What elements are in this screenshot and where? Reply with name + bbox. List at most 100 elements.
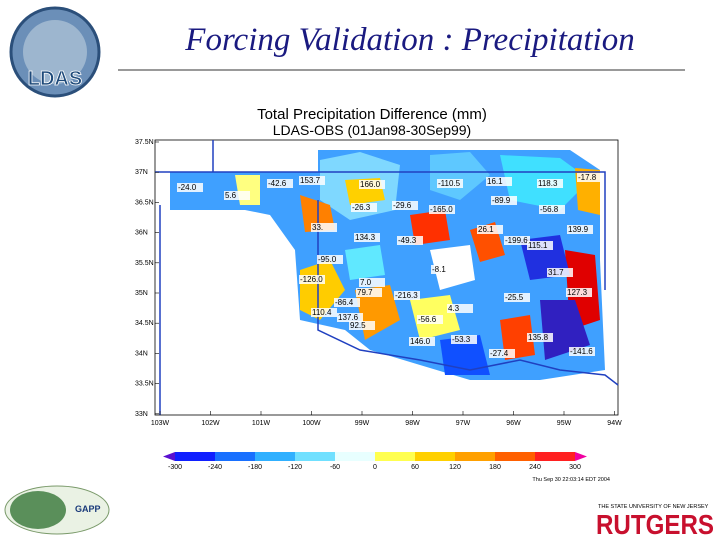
station-value: 166.0 (360, 180, 381, 189)
station-value: -56.8 (540, 205, 559, 214)
station-box (409, 337, 435, 346)
station-box (311, 223, 337, 232)
station-value: 146.0 (410, 337, 431, 346)
station-value: -199.6 (505, 236, 528, 245)
station-value: 137.6 (338, 313, 359, 322)
colorbar-end (575, 452, 587, 461)
lat-tick-label: 36.5N (135, 199, 154, 206)
station-box (527, 333, 553, 342)
station-value: 16.1 (487, 177, 503, 186)
station-value: 4.3 (448, 304, 460, 313)
lat-tick-label: 35N (135, 290, 148, 297)
station-value: 5.6 (225, 191, 237, 200)
station-box (394, 291, 420, 300)
station-value: 110.4 (312, 308, 332, 317)
station-value: 33. (312, 223, 323, 232)
station-box (354, 233, 380, 242)
station-box (359, 278, 385, 287)
station-box (539, 205, 565, 214)
station-box (349, 321, 375, 330)
station-box (417, 315, 443, 324)
colorbar-label: -300 (168, 464, 182, 471)
colorbar-label: 180 (489, 464, 501, 471)
colorbar-label: 240 (529, 464, 541, 471)
lon-tick-label: 99W (355, 420, 370, 427)
station-value: -26.3 (352, 203, 371, 212)
station-box (431, 265, 457, 274)
station-box (504, 236, 530, 245)
lat-tick-label: 37N (135, 169, 148, 176)
colorbar-cell (375, 452, 415, 461)
station-box (451, 335, 477, 344)
station-box (311, 308, 337, 317)
station-value: 134.3 (355, 233, 376, 242)
colorbar-cell (215, 452, 255, 461)
colorbar-cell (455, 452, 495, 461)
colorbar-label: -120 (288, 464, 302, 471)
station-box (577, 173, 603, 182)
station-box (267, 179, 293, 188)
station-value: -27.4 (490, 349, 509, 358)
ldas-logo: LDAS (9, 6, 101, 98)
station-box (337, 313, 363, 322)
station-box (567, 225, 593, 234)
lon-tick-label: 101W (252, 420, 271, 427)
colorbar-cell (495, 452, 535, 461)
station-box (477, 225, 503, 234)
colorbar-label: 60 (411, 464, 419, 471)
colorbar-end (163, 452, 175, 461)
colorbar-label: -240 (208, 464, 222, 471)
station-value: -17.8 (578, 173, 597, 182)
station-value: 7.0 (360, 278, 372, 287)
station-box (224, 191, 250, 200)
station-value: 79.7 (357, 288, 373, 297)
station-value: -89.9 (492, 196, 511, 205)
station-value: -141.6 (570, 347, 593, 356)
colorbar-label: -180 (248, 464, 262, 471)
station-box (569, 347, 595, 356)
station-value: 118.3 (538, 179, 558, 188)
colorbar-cell (335, 452, 375, 461)
colorbar-label: 300 (569, 464, 581, 471)
station-box (351, 203, 377, 212)
station-box (177, 183, 203, 192)
station-box (334, 298, 360, 307)
station-value: -165.0 (430, 205, 453, 214)
lon-tick-label: 100W (302, 420, 321, 427)
gapp-text: GAPP (75, 504, 101, 514)
colorbar-label: 120 (449, 464, 461, 471)
rutgers-logo: THE STATE UNIVERSITY OF NEW JERSEY RUTGE… (596, 504, 714, 540)
station-value: -126.0 (300, 275, 323, 284)
colorbar-label: 0 (373, 464, 377, 471)
station-box (547, 268, 573, 277)
station-value: -110.5 (438, 179, 461, 188)
station-value: -216.3 (395, 291, 418, 300)
station-box (429, 205, 455, 214)
colorbar-cell (175, 452, 215, 461)
lat-tick-label: 34N (135, 350, 148, 357)
lon-tick-label: 94W (607, 420, 622, 427)
colorbar: -300 -240 -180 -120 -60 0 60 120 180 240 300 (163, 452, 587, 471)
rutgers-name: RUTGERS (596, 509, 714, 540)
state-borders (155, 140, 619, 415)
lon-tick-label: 98W (405, 420, 420, 427)
station-value: 153.7 (300, 176, 321, 185)
station-box (486, 177, 512, 186)
station-box (299, 176, 325, 185)
station-value: 139.9 (568, 225, 589, 234)
lat-tick-label: 35.5N (135, 260, 154, 267)
slide-title: Forcing Validation : Precipitation (184, 22, 634, 58)
station-value: -86.4 (335, 298, 354, 307)
station-value: 135.8 (528, 333, 549, 342)
station-box (537, 179, 563, 188)
lon-tick-label: 103W (151, 420, 170, 427)
station-value: 127.3 (567, 288, 588, 297)
lon-tick-label: 97W (456, 420, 471, 427)
station-box (392, 201, 418, 210)
station-value: -95.0 (318, 255, 337, 264)
station-value: -8.1 (432, 265, 446, 274)
station-value: -24.0 (178, 183, 197, 192)
station-box (504, 293, 530, 302)
colorbar-cell (415, 452, 455, 461)
lon-tick-label: 102W (201, 420, 220, 427)
